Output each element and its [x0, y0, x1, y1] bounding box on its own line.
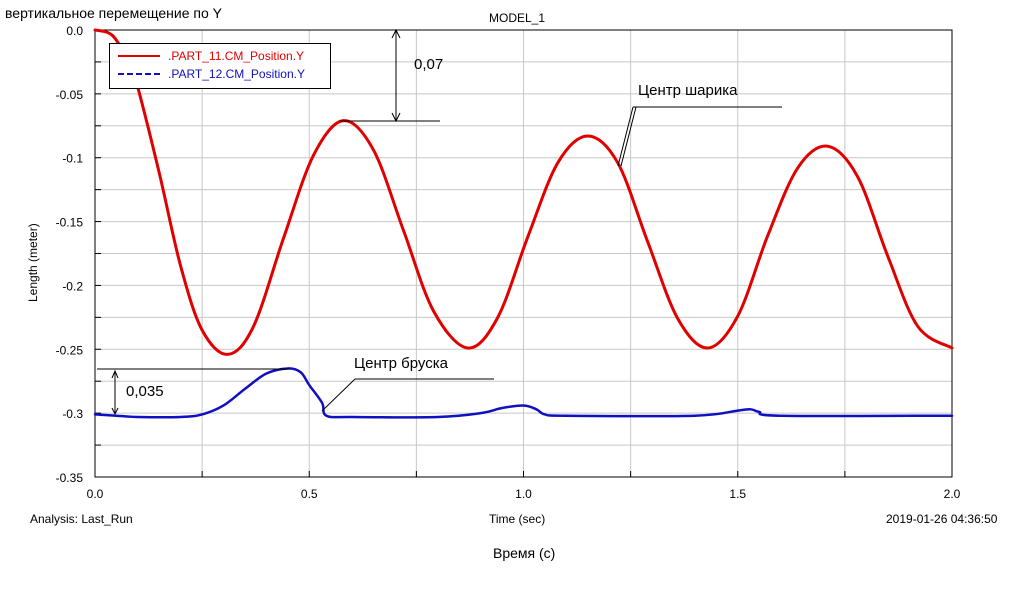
- amp2-arrow-head-top: [111, 369, 119, 379]
- x-tick-label: 2.0: [944, 487, 961, 501]
- x-tick-label: 0.0: [87, 487, 104, 501]
- legend-swatch-red: [118, 55, 160, 57]
- legend-item-part-11: .PART_11.CM_Position.Y: [118, 48, 304, 64]
- bottom-caption: Время (с): [493, 545, 556, 561]
- bar-callout-leader: [321, 378, 356, 412]
- analysis-label: Analysis: Last_Run: [30, 512, 133, 526]
- y-axis-label: Length (meter): [26, 223, 40, 302]
- y-tick-label: -0.15: [56, 216, 84, 230]
- amp2-arrow-head-bottom: [111, 407, 119, 416]
- ball-center-annotation: Центр шарика: [638, 82, 738, 99]
- chart-subtitle: вертикальное перемещение по Y: [5, 5, 222, 21]
- ball-callout-leader: [620, 106, 637, 167]
- y-tick-label: -0.35: [56, 471, 84, 485]
- timestamp: 2019-01-26 04:36:50: [886, 512, 998, 526]
- legend-label-part-12: .PART_12.CM_Position.Y: [168, 67, 305, 81]
- axis-ticks: 0.0 0.5 1.0 1.5 2.0 0.0 -0.05 -0.1 -0.15 -0.2 -0.2…: [56, 24, 961, 501]
- x-tick-label: 1.0: [515, 487, 532, 501]
- legend: .PART_11.CM_Position.Y .PART_12.CM_Posit…: [109, 43, 331, 89]
- x-tick-label: 0.5: [301, 487, 318, 501]
- legend-label-part-11: .PART_11.CM_Position.Y: [168, 49, 305, 63]
- amplitude-annotation-007: 0,07: [414, 56, 444, 73]
- y-tick-label: -0.2: [62, 279, 83, 293]
- legend-item-part-12: .PART_12.CM_Position.Y: [118, 66, 305, 82]
- chart-title: MODEL_1: [489, 11, 546, 25]
- amp1-arrow-head-bottom: [391, 112, 401, 123]
- y-tick-label: 0.0: [66, 24, 83, 38]
- series-layer: [93, 28, 954, 419]
- series-line-part-12: [93, 367, 954, 419]
- ball-callout-leader-2: [617, 106, 634, 167]
- x-tick-label: 1.5: [729, 487, 746, 501]
- amp1-arrow-head-top: [391, 28, 401, 39]
- legend-swatch-blue: [118, 73, 160, 75]
- x-axis-label: Time (sec): [489, 512, 546, 526]
- amplitude-annotation-0035: 0,035: [126, 383, 164, 400]
- y-tick-label: -0.3: [62, 407, 83, 421]
- series-line-part-11: [93, 28, 954, 356]
- bar-center-annotation: Центр бруска: [354, 355, 448, 372]
- annotation-lines: [97, 28, 782, 416]
- y-tick-label: -0.05: [56, 88, 84, 102]
- y-tick-label: -0.25: [56, 343, 84, 357]
- y-tick-label: -0.1: [62, 152, 83, 166]
- grid: [94, 29, 953, 478]
